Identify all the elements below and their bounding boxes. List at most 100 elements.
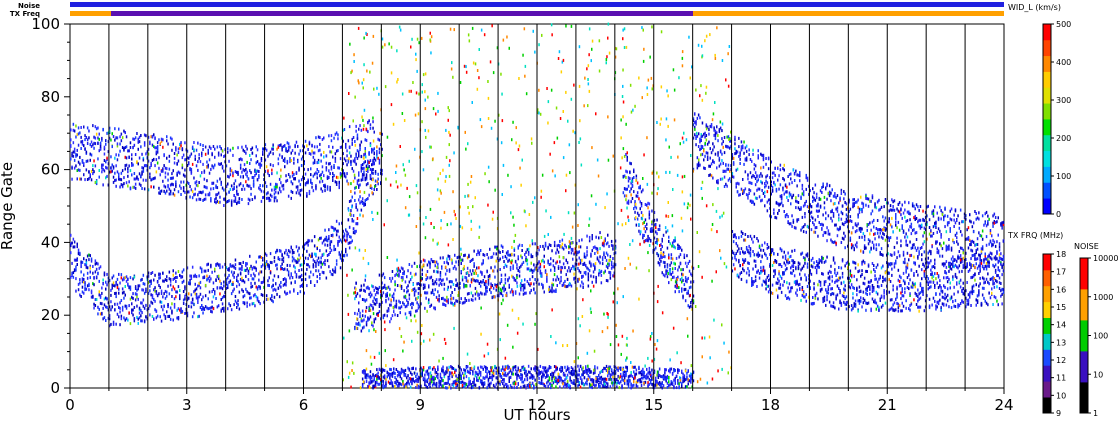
data-pixel (666, 275, 669, 279)
data-pixel (184, 287, 186, 291)
data-pixel (346, 253, 348, 257)
data-pixel (448, 257, 451, 261)
data-pixel (120, 183, 123, 187)
data-pixel (757, 251, 759, 255)
data-pixel (352, 136, 355, 139)
data-pixel (329, 150, 331, 154)
data-pixel (796, 218, 798, 222)
data-pixel (230, 203, 233, 207)
data-pixel (601, 256, 604, 260)
data-pixel (156, 141, 159, 145)
data-pixel (298, 275, 300, 279)
data-pixel (359, 288, 361, 292)
data-pixel (158, 156, 160, 160)
data-pixel (374, 302, 377, 306)
data-pixel (599, 271, 601, 275)
data-pixel (132, 308, 134, 312)
data-pixel (582, 282, 584, 286)
data-pixel (376, 188, 378, 191)
data-pixel (77, 126, 80, 130)
data-pixel (439, 281, 442, 285)
data-pixel (767, 198, 770, 202)
data-pixel (952, 238, 954, 242)
data-pixel (93, 146, 95, 150)
data-pixel (878, 228, 880, 232)
data-pixel (887, 244, 889, 248)
data-pixel (860, 249, 862, 253)
data-pixel (360, 155, 363, 159)
data-pixel (596, 257, 599, 261)
data-pixel (415, 289, 417, 293)
data-pixel (902, 253, 905, 257)
data-pixel (880, 235, 883, 239)
data-pixel (175, 183, 177, 186)
data-pixel (498, 259, 500, 262)
data-pixel (264, 147, 267, 151)
data-pixel (329, 172, 331, 176)
data-pixel (469, 269, 471, 273)
data-pixel (159, 272, 161, 276)
data-pixel (509, 290, 512, 294)
data-pixel (700, 135, 702, 139)
data-pixel (368, 317, 370, 321)
data-pixel (390, 298, 392, 302)
data-pixel (452, 303, 455, 307)
data-pixel (282, 158, 285, 162)
data-pixel (124, 164, 126, 168)
data-pixel (717, 179, 719, 183)
data-pixel (107, 162, 110, 166)
data-pixel (308, 239, 311, 243)
data-pixel (670, 256, 673, 260)
data-pixel (153, 288, 155, 292)
data-pixel (71, 166, 73, 170)
data-pixel (153, 157, 155, 161)
data-pixel (880, 253, 883, 256)
data-pixel (120, 273, 123, 277)
data-pixel (666, 246, 669, 250)
data-pixel (985, 243, 988, 247)
data-pixel (330, 150, 333, 154)
data-pixel (335, 229, 338, 233)
data-pixel (77, 282, 80, 286)
data-pixel (128, 311, 130, 315)
data-pixel (155, 290, 158, 294)
data-pixel (574, 276, 577, 280)
data-pixel (180, 308, 182, 312)
data-pixel (809, 211, 811, 215)
data-pixel (223, 284, 225, 288)
data-pixel (726, 145, 728, 149)
data-pixel (277, 157, 280, 161)
data-pixel (867, 204, 870, 208)
data-pixel (223, 188, 225, 192)
data-pixel (965, 237, 967, 241)
data-pixel (250, 187, 252, 191)
data-pixel (81, 159, 84, 163)
data-pixel (677, 268, 679, 272)
data-pixel (252, 179, 255, 183)
data-pixel (403, 289, 405, 293)
data-pixel (369, 291, 372, 295)
data-pixel (356, 182, 359, 186)
data-pixel (932, 209, 935, 213)
data-pixel (651, 226, 653, 230)
data-pixel (162, 179, 164, 183)
data-pixel (748, 148, 750, 152)
data-pixel (790, 222, 792, 226)
data-pixel (286, 161, 289, 165)
data-pixel (669, 263, 671, 267)
data-pixel (181, 156, 184, 160)
data-pixel (80, 260, 82, 264)
data-pixel (280, 285, 282, 289)
data-pixel (114, 308, 116, 312)
data-pixel (258, 170, 260, 173)
data-pixel (224, 294, 226, 298)
data-pixel (264, 143, 267, 147)
data-pixel (765, 179, 767, 183)
data-pixel (556, 244, 558, 248)
data-pixel (172, 183, 174, 187)
data-pixel (950, 218, 953, 222)
data-pixel (700, 147, 702, 150)
data-pixel (107, 131, 110, 135)
data-pixel (247, 278, 250, 282)
data-pixel (339, 172, 342, 175)
